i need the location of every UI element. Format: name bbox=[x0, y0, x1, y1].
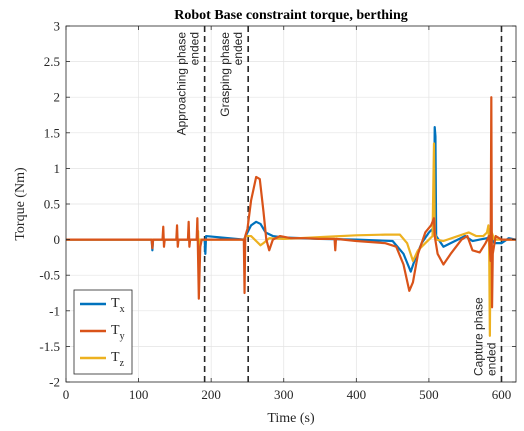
series-line-tz bbox=[66, 142, 516, 337]
y-tick-label: 2 bbox=[54, 90, 61, 105]
x-tick-label: 500 bbox=[419, 387, 439, 402]
legend-label-sub: y bbox=[120, 331, 125, 342]
x-tick-label: 600 bbox=[492, 387, 512, 402]
phase-marker-label: Grasping phase bbox=[218, 32, 232, 117]
y-tick-label: 0 bbox=[54, 232, 61, 247]
legend-label-base: T bbox=[111, 350, 120, 365]
axis-ticks: 0 100 200 300 400 500 600 -2 -1.5 -1 -0.5 0 0.5 1 1.5 2… bbox=[39, 19, 516, 402]
x-tick-label: 0 bbox=[63, 387, 70, 402]
x-tick-label: 100 bbox=[129, 387, 149, 402]
y-tick-label: 1.5 bbox=[44, 125, 60, 140]
series-line-tx bbox=[66, 126, 516, 273]
phase-marker-label: Capture phase bbox=[471, 297, 485, 376]
legend-label-base: T bbox=[111, 323, 120, 338]
y-tick-label: -2 bbox=[49, 375, 60, 390]
y-axis-label: Torque (Nm) bbox=[13, 167, 28, 241]
phase-marker-label: ended bbox=[484, 343, 498, 376]
x-tick-label: 400 bbox=[347, 387, 367, 402]
phase-marker-label: Approaching phase bbox=[175, 32, 189, 136]
y-tick-label: 0.5 bbox=[44, 197, 60, 212]
legend-label-sub: x bbox=[120, 304, 125, 315]
y-tick-label: -0.5 bbox=[39, 268, 60, 283]
y-tick-label: 3 bbox=[54, 19, 61, 34]
y-tick-label: 2.5 bbox=[44, 54, 60, 69]
series-line-ty bbox=[66, 96, 516, 309]
phase-marker-label: ended bbox=[231, 32, 245, 65]
legend-label-base: T bbox=[111, 296, 120, 311]
legend-label: Tx bbox=[111, 296, 125, 315]
y-tick-label: -1 bbox=[49, 303, 60, 318]
y-tick-label: 1 bbox=[54, 161, 61, 176]
y-tick-label: -1.5 bbox=[39, 339, 60, 354]
legend-label-sub: z bbox=[120, 358, 125, 369]
phase-marker-label: ended bbox=[188, 32, 202, 65]
x-axis-label: Time (s) bbox=[267, 411, 315, 426]
legend-label: Tz bbox=[111, 350, 125, 369]
phase-labels: Approaching phase ended Grasping phase ende… bbox=[175, 32, 499, 376]
series-group bbox=[66, 96, 516, 337]
x-tick-label: 300 bbox=[274, 387, 294, 402]
x-tick-label: 200 bbox=[201, 387, 221, 402]
chart-title: Robot Base constraint torque, berthing bbox=[174, 8, 407, 23]
legend-label: Ty bbox=[111, 323, 125, 342]
